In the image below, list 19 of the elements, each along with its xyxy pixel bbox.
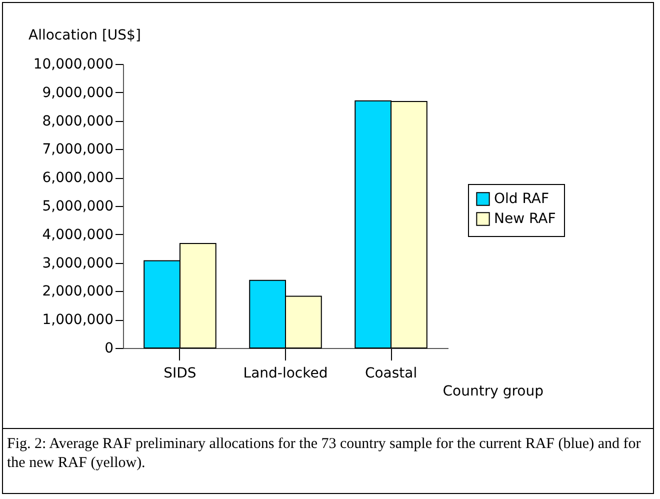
- y-tick-label: 2,000,000: [42, 284, 114, 300]
- y-tick-label: 3,000,000: [42, 255, 114, 272]
- y-tick-label: 6,000,000: [42, 170, 114, 186]
- y-tick-label: 0: [104, 340, 114, 356]
- y-tick-label: 10,000,000: [33, 56, 114, 72]
- x-axis-title: Country group: [442, 384, 544, 400]
- y-axis-title: Allocation [US$]: [28, 28, 141, 44]
- y-tick-label: 4,000,000: [42, 226, 114, 243]
- y-tick-label: 5,000,000: [42, 198, 114, 214]
- caption: Fig. 2: Average RAF preliminary allocations for the 73 country sample for the current RAF (blue) and for the new RAF (yellow).: [7, 435, 642, 473]
- legend-label: Old RAF: [494, 191, 550, 207]
- y-tick-label: 8,000,000: [42, 113, 114, 130]
- x-tick-label: SIDS: [164, 366, 196, 382]
- legend-label: New RAF: [494, 211, 556, 227]
- y-tick-label: 7,000,000: [42, 142, 114, 158]
- x-tick-label: Land-locked: [243, 366, 328, 382]
- y-tick-label: 9,000,000: [42, 84, 114, 101]
- x-tick-label: Coastal: [364, 366, 418, 382]
- y-tick-label: 1,000,000: [42, 312, 114, 328]
